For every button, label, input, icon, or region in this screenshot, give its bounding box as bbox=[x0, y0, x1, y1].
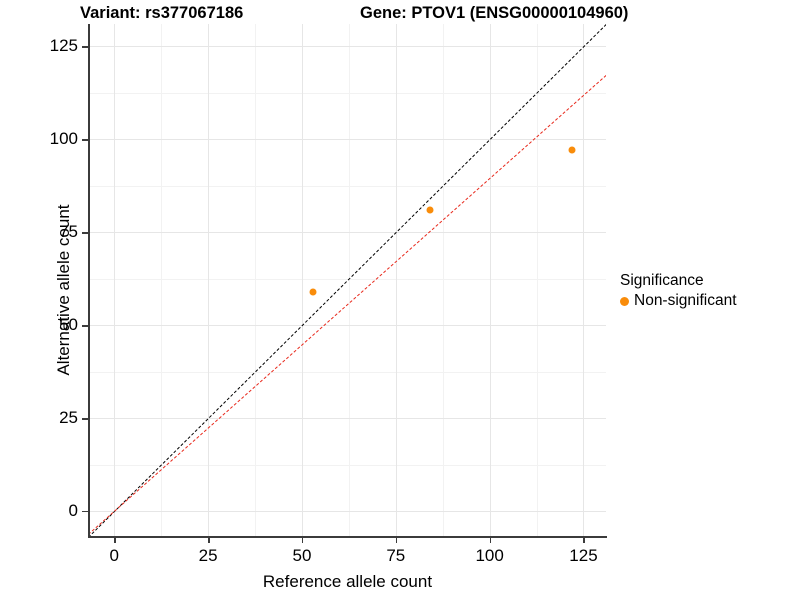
y-axis-tick-label: 125 bbox=[49, 36, 78, 56]
gridline-vertical-minor bbox=[442, 24, 444, 537]
x-axis-tick bbox=[208, 537, 210, 543]
gridline-vertical bbox=[395, 24, 397, 537]
variant-title: Variant: rs377067186 bbox=[80, 4, 244, 22]
y-axis-line bbox=[88, 24, 90, 537]
x-axis-tick-label: 125 bbox=[569, 546, 598, 565]
gridline-vertical-minor bbox=[348, 24, 350, 537]
y-axis-tick-label: 100 bbox=[49, 129, 78, 149]
gene-title: Gene: PTOV1 (ENSG00000104960) bbox=[360, 4, 629, 22]
x-axis-tick bbox=[395, 537, 398, 543]
data-point[interactable] bbox=[568, 146, 576, 154]
x-axis-tick-label: 75 bbox=[386, 546, 406, 565]
x-axis-tick-label: 25 bbox=[198, 546, 218, 565]
y-axis-title: Alternative allele count bbox=[54, 204, 73, 376]
plot-panel bbox=[88, 24, 606, 537]
legend: Significance Non-significant bbox=[620, 272, 737, 310]
x-axis-title: Reference allele count bbox=[262, 572, 433, 591]
x-axis-tick bbox=[583, 537, 585, 543]
y-axis-tick-label: 50 bbox=[59, 315, 78, 335]
gridline-horizontal-minor bbox=[88, 371, 606, 373]
gridline-horizontal-minor bbox=[88, 185, 606, 187]
data-point[interactable] bbox=[426, 206, 434, 214]
gridline-vertical bbox=[114, 24, 116, 537]
legend-item[interactable]: Non-significant bbox=[620, 292, 737, 310]
chart-title-row: Variant: rs377067186 Gene: PTOV1 (ENSG00… bbox=[0, 4, 800, 28]
x-axis-tick bbox=[489, 537, 492, 543]
gridline-horizontal-minor bbox=[88, 278, 606, 280]
gridline-horizontal bbox=[88, 232, 606, 234]
y-axis-tick bbox=[82, 232, 88, 234]
y-axis-tick-label: 75 bbox=[59, 222, 78, 242]
legend-dot-icon bbox=[620, 296, 629, 306]
legend-item-label: Non-significant bbox=[634, 292, 737, 309]
gridline-horizontal bbox=[88, 46, 606, 48]
x-axis-tick-label: 0 bbox=[109, 546, 119, 565]
gridline-vertical bbox=[301, 24, 303, 537]
x-axis-tick bbox=[114, 537, 116, 543]
gridline-horizontal bbox=[88, 510, 606, 512]
gridline-vertical bbox=[208, 24, 210, 537]
gridline-horizontal-minor bbox=[88, 92, 606, 94]
identity-line bbox=[88, 24, 606, 537]
x-axis-line bbox=[88, 536, 607, 538]
gridline-vertical bbox=[583, 24, 585, 537]
gridline-horizontal-minor bbox=[88, 464, 606, 466]
y-axis-tick bbox=[82, 418, 88, 420]
gridline-vertical bbox=[489, 24, 491, 537]
y-axis-tick-label: 25 bbox=[59, 408, 78, 428]
y-axis-tick-label: 0 bbox=[68, 500, 78, 520]
legend-title: Significance bbox=[620, 272, 704, 289]
expected-ratio-line bbox=[88, 75, 606, 536]
gridline-vertical-minor bbox=[161, 24, 163, 537]
gridline-vertical-minor bbox=[255, 24, 257, 537]
y-axis-tick bbox=[82, 46, 88, 48]
x-axis-tick-label: 50 bbox=[292, 546, 312, 565]
y-axis-tick bbox=[82, 139, 88, 141]
y-axis-tick bbox=[82, 325, 88, 327]
gridline-horizontal bbox=[88, 418, 606, 420]
gridline-vertical-minor bbox=[536, 24, 538, 537]
legend-items: Non-significant bbox=[620, 292, 737, 310]
gridline-horizontal bbox=[88, 325, 606, 327]
gridline-horizontal bbox=[88, 139, 606, 141]
data-point[interactable] bbox=[309, 288, 317, 296]
y-axis-tick bbox=[82, 510, 88, 513]
x-axis-tick bbox=[301, 537, 304, 543]
x-axis-tick-label: 100 bbox=[475, 546, 504, 565]
